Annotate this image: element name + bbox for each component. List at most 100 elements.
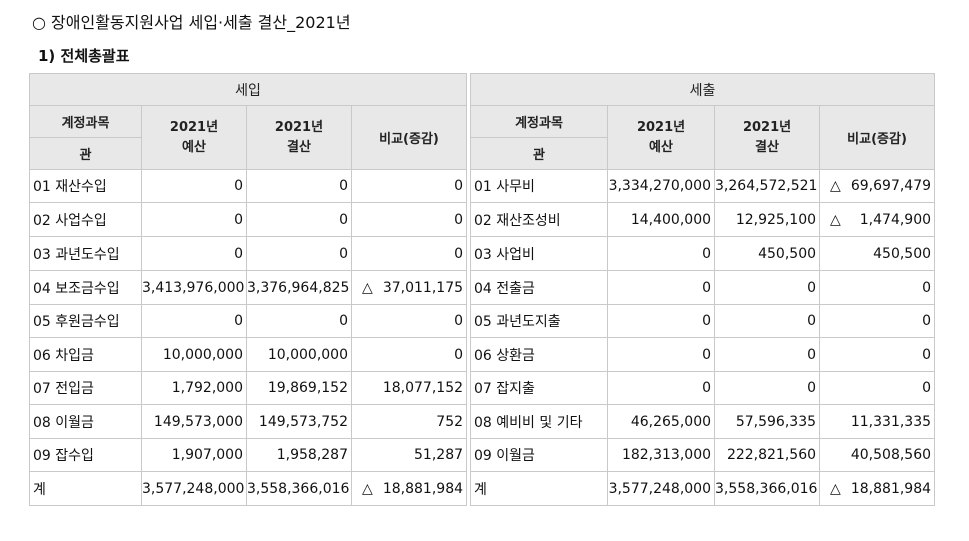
expense-compare-value: 450,500 <box>873 245 932 262</box>
income-settlement-cell: 3,558,366,016 <box>246 471 352 506</box>
income-compare-value: 0 <box>454 346 464 363</box>
income-settlement-cell: 3,376,964,825 <box>246 270 352 305</box>
expense-budget-cell: 0 <box>607 337 716 372</box>
expense-budget-cell: 3,577,248,000 <box>607 471 716 506</box>
income-budget-header: 2021년 예산 <box>141 105 247 170</box>
income-settlement-header-year: 2021년 <box>274 119 324 135</box>
expense-compare-value: 40,508,560 <box>850 447 932 463</box>
table-row: 04 보조금수입 3,413,976,000 3,376,964,825 △ 37,01… <box>29 270 936 305</box>
expense-account-header: 계정과목 <box>470 105 609 138</box>
income-budget-header-year: 2021년 <box>169 119 219 135</box>
income-settlement-cell: 0 <box>246 169 352 203</box>
income-budget-header-label: 예산 <box>182 139 206 155</box>
income-account-cell: 04 보조금수입 <box>29 270 142 305</box>
expense-compare-cell: 450,500 <box>819 236 936 271</box>
income-compare-value: 18,881,984 <box>382 480 464 497</box>
expense-account-cell: 04 전출금 <box>470 270 609 305</box>
expense-compare-value: 69,697,479 <box>850 178 932 194</box>
expense-compare-value: 0 <box>922 380 932 396</box>
decrease-triangle-icon: △ <box>362 480 373 497</box>
income-budget-cell: 149,573,000 <box>141 404 247 439</box>
table-row: 03 과년도수입 0 0 0 03 사업비 0 450,500 450,500 <box>29 236 936 271</box>
income-compare-cell: 51,287 <box>350 438 468 472</box>
expense-settlement-header-year: 2021년 <box>742 119 792 135</box>
expense-compare-value: 11,331,335 <box>850 413 932 430</box>
expense-compare-header: 비교(증감) <box>819 105 936 170</box>
income-account-cell: 계 <box>29 471 142 506</box>
table-row: 06 차입금 10,000,000 10,000,000 0 06 상환금 0 0 0 <box>29 337 936 372</box>
expense-compare-value: 1,474,900 <box>859 211 932 228</box>
expense-settlement-header: 2021년 결산 <box>714 105 821 170</box>
expense-account-cell: 06 상환금 <box>470 337 609 372</box>
expense-budget-cell: 0 <box>607 304 716 338</box>
income-budget-cell: 0 <box>141 304 247 338</box>
expense-settlement-cell: 450,500 <box>714 236 821 271</box>
page-title: ○ 장애인활동지원사업 세입·세출 결산_2021년 <box>32 13 351 32</box>
income-compare-value: 752 <box>436 413 464 430</box>
income-settlement-cell: 0 <box>246 202 352 237</box>
expense-budget-cell: 0 <box>607 270 716 305</box>
expense-compare-cell: △ 69,697,479 <box>819 169 936 203</box>
decrease-triangle-icon: △ <box>830 178 841 194</box>
income-compare-cell: 0 <box>350 202 468 237</box>
table-row: 계 3,577,248,000 3,558,366,016 △ 18,881,984 계 3… <box>29 471 936 506</box>
expense-account-cell: 계 <box>470 471 609 506</box>
income-compare-value: 37,011,175 <box>382 279 464 296</box>
column-header-row-2: 관 관 <box>29 137 935 170</box>
section-header-row: 세입 세출 <box>28 73 936 106</box>
income-settlement-cell: 0 <box>246 304 352 338</box>
income-gwan-header: 관 <box>29 137 142 170</box>
income-budget-cell: 1,907,000 <box>141 438 247 472</box>
income-compare-header: 비교(증감) <box>350 105 468 170</box>
expense-compare-cell: △ 18,881,984 <box>819 471 936 506</box>
expense-account-cell: 02 재산조성비 <box>470 202 609 237</box>
income-budget-cell: 10,000,000 <box>141 337 247 372</box>
income-compare-cell: △ 37,011,175 <box>350 270 468 305</box>
expense-account-cell: 09 이월금 <box>470 438 609 472</box>
expense-account-cell: 01 사무비 <box>470 169 609 203</box>
expense-gwan-header: 관 <box>470 137 609 170</box>
expense-account-cell: 07 잡지출 <box>470 371 609 405</box>
income-settlement-cell: 1,958,287 <box>246 438 352 472</box>
expense-budget-header: 2021년 예산 <box>607 105 716 170</box>
expense-compare-cell: 11,331,335 <box>819 404 936 439</box>
expense-budget-header-year: 2021년 <box>636 119 686 135</box>
expense-settlement-header-label: 결산 <box>755 139 779 155</box>
income-settlement-header-label: 결산 <box>287 139 311 155</box>
table-row: 07 전입금 1,792,000 19,869,152 18,077,152 07 잡지… <box>29 371 936 405</box>
income-settlement-cell: 0 <box>246 236 352 271</box>
expense-compare-cell: 0 <box>819 337 936 372</box>
expense-section-header: 세출 <box>470 73 936 106</box>
income-budget-cell: 1,792,000 <box>141 371 247 405</box>
expense-account-cell: 03 사업비 <box>470 236 609 271</box>
table-row: 05 후원금수입 0 0 0 05 과년도지출 0 0 0 <box>29 304 936 338</box>
expense-compare-value: 0 <box>922 279 932 296</box>
table-body: 01 재산수입 0 0 0 01 사무비 3,334,270,000 3,264,572,5… <box>29 169 936 506</box>
expense-compare-cell: 40,508,560 <box>819 438 936 472</box>
expense-budget-cell: 182,313,000 <box>607 438 716 472</box>
expense-compare-value: 18,881,984 <box>850 480 932 497</box>
income-account-cell: 07 전입금 <box>29 371 142 405</box>
expense-settlement-cell: 0 <box>714 337 821 372</box>
income-account-cell: 09 잡수입 <box>29 438 142 472</box>
expense-budget-cell: 0 <box>607 236 716 271</box>
income-settlement-cell: 149,573,752 <box>246 404 352 439</box>
expense-settlement-cell: 12,925,100 <box>714 202 821 237</box>
expense-compare-value: 0 <box>922 313 932 329</box>
expense-settlement-cell: 3,264,572,521 <box>714 169 821 203</box>
income-settlement-header: 2021년 결산 <box>246 105 352 170</box>
income-compare-value: 18,077,152 <box>382 380 464 396</box>
expense-compare-value: 0 <box>922 346 932 363</box>
income-account-cell: 08 이월금 <box>29 404 142 439</box>
decrease-triangle-icon: △ <box>830 480 841 497</box>
table-row: 02 사업수입 0 0 0 02 재산조성비 14,400,000 12,925,100 △ 1… <box>29 202 936 237</box>
expense-settlement-cell: 0 <box>714 270 821 305</box>
expense-account-cell: 08 예비비 및 기타 <box>470 404 609 439</box>
income-account-cell: 05 후원금수입 <box>29 304 142 338</box>
expense-settlement-cell: 0 <box>714 371 821 405</box>
summary-table: 세입 세출 계정과목 2021년 예산 2021년 결산 비교(증감) 계정과목 <box>28 73 936 506</box>
income-compare-cell: 0 <box>350 236 468 271</box>
income-budget-cell: 3,577,248,000 <box>141 471 247 506</box>
expense-compare-cell: 0 <box>819 304 936 338</box>
